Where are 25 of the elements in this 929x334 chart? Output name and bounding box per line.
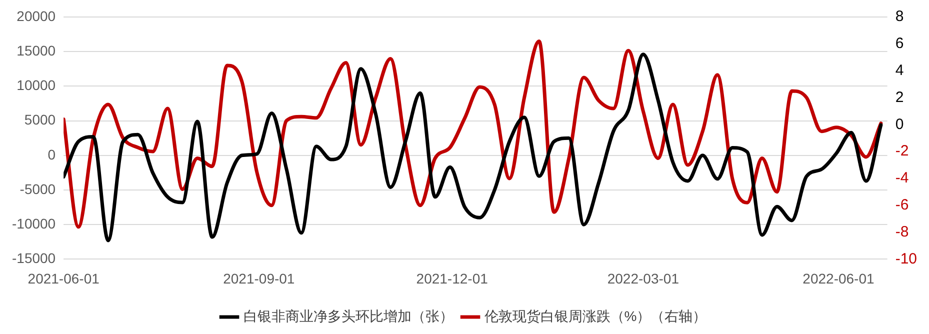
y-tick-label: 0 [48,146,56,162]
y-tick-label: -5000 [20,180,56,197]
y-tick-label: 5000 [24,112,56,128]
x-tick-label: 2022-03-01 [607,270,680,286]
y2-tick-label: 8 [895,8,904,26]
x-tick-label: 2021-12-01 [416,270,488,286]
legend-label: 白银非商业净多头环比增加（张） [243,308,454,324]
x-tick-label: 2022-06-01 [802,270,875,286]
y-tick-label: -15000 [12,250,56,266]
y2-tick-label: 4 [895,62,904,79]
y-tick-label: -10000 [12,215,56,232]
y2-tick-label: 2 [895,88,904,106]
y2-tick-label: 0 [895,116,904,133]
y2-tick-label: 6 [895,35,904,52]
y2-tick-label: -8 [895,223,909,240]
y-tick-label: 15000 [16,42,56,58]
y-tick-label: 20000 [16,8,56,24]
y2-tick-label: -4 [895,170,909,187]
y2-tick-label: -2 [895,142,909,160]
y2-tick-label: -6 [895,196,909,214]
y-tick-label: 10000 [16,77,56,94]
y2-tick-label: -10 [895,250,918,268]
x-tick-label: 2021-06-01 [28,270,100,286]
x-tick-label: 2021-09-01 [223,270,295,286]
legend-label: 伦敦现货白银周涨跌（%）（右轴） [484,308,707,324]
